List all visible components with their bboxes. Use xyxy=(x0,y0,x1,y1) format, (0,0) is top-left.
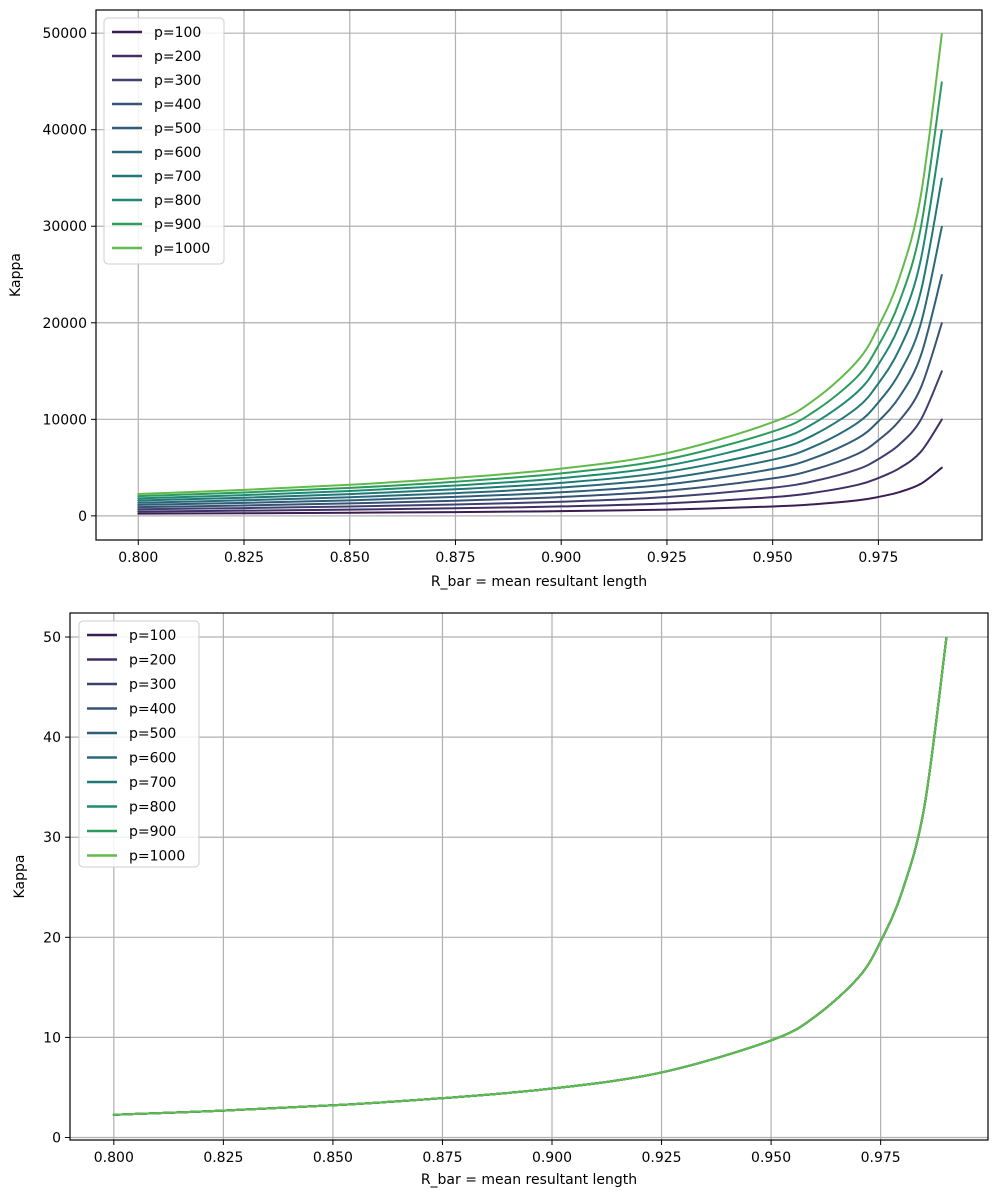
x-tick-label: 0.950 xyxy=(753,550,793,566)
y-tick-label: 20 xyxy=(43,930,61,946)
legend-label: p=400 xyxy=(154,97,201,113)
y-tick-label: 50 xyxy=(43,630,61,646)
x-tick-label: 0.850 xyxy=(330,550,370,566)
top-kappa-chart: 0.800 0.825 0.850 0.875 0.900 0.925 0.950 0.975… xyxy=(8,9,983,590)
x-tick-label: 0.800 xyxy=(118,550,158,566)
y-tick-label: 50000 xyxy=(42,26,87,42)
x-tick-label: 0.900 xyxy=(532,1150,572,1166)
y-axis-label: Kappa xyxy=(8,253,24,297)
x-tick-label: 0.875 xyxy=(422,1150,462,1166)
x-tick-label: 0.800 xyxy=(94,1150,134,1166)
legend-label: p=300 xyxy=(129,677,176,693)
y-tick-label: 20000 xyxy=(42,316,87,332)
series-line-p-300 xyxy=(137,370,943,511)
grid xyxy=(96,10,982,540)
y-axis-ticks: 0 10 20 30 40 50 xyxy=(43,630,70,1146)
legend-label: p=1000 xyxy=(129,849,185,865)
x-axis-label: R_bar = mean resultant length xyxy=(421,1172,637,1188)
legend-label: p=700 xyxy=(154,169,201,185)
x-tick-label: 0.925 xyxy=(647,550,687,566)
y-tick-label: 30 xyxy=(43,830,61,846)
series-line-p-1000 xyxy=(112,637,948,1116)
legend-label: p=500 xyxy=(154,121,201,137)
x-tick-label: 0.850 xyxy=(313,1150,353,1166)
x-tick-label: 0.875 xyxy=(435,550,475,566)
series-line-p-200 xyxy=(137,418,943,513)
x-tick-label: 0.975 xyxy=(858,550,898,566)
series-line-p-800 xyxy=(137,129,943,500)
grid xyxy=(70,613,988,1140)
legend-label: p=500 xyxy=(129,726,176,742)
x-tick-label: 0.825 xyxy=(203,1150,243,1166)
x-axis-ticks: 0.800 0.825 0.850 0.875 0.900 0.925 0.950 0.975 xyxy=(118,540,898,566)
y-tick-label: 10 xyxy=(43,1030,61,1046)
x-tick-label: 0.975 xyxy=(861,1150,901,1166)
y-tick-label: 0 xyxy=(52,1130,61,1146)
series-line-p-100 xyxy=(137,466,943,515)
legend: p=100 p=200 p=300 p=400 p=500 p=600 p=700 p=800… xyxy=(103,17,225,265)
legend-label: p=900 xyxy=(129,824,176,840)
legend-label: p=600 xyxy=(129,751,176,767)
legend-label: p=700 xyxy=(129,775,176,791)
legend-label: p=1000 xyxy=(154,241,210,257)
legend-label: p=100 xyxy=(129,628,176,644)
series-line-p-400 xyxy=(137,322,943,509)
legend-label: p=600 xyxy=(154,145,201,161)
plot-frame xyxy=(69,612,989,1141)
series-line-p-700 xyxy=(137,177,943,502)
legend-label: p=200 xyxy=(129,653,176,669)
y-tick-label: 40000 xyxy=(42,123,87,139)
series-line-p-600 xyxy=(137,225,943,504)
legend-label: p=800 xyxy=(129,800,176,816)
y-axis-label: Kappa xyxy=(12,855,28,899)
series-lines xyxy=(137,33,943,515)
legend-label: p=400 xyxy=(129,702,176,718)
y-tick-label: 40 xyxy=(43,730,61,746)
x-axis-ticks: 0.800 0.825 0.850 0.875 0.900 0.925 0.950 0.975 xyxy=(94,1140,901,1166)
x-tick-label: 0.825 xyxy=(224,550,264,566)
legend-label: p=300 xyxy=(154,73,201,89)
x-axis-label: R_bar = mean resultant length xyxy=(431,574,647,590)
series-line-p-1000 xyxy=(137,33,943,495)
legend-label: p=800 xyxy=(154,193,201,209)
y-tick-label: 0 xyxy=(78,509,87,525)
series-lines xyxy=(112,637,948,1116)
plot-frame xyxy=(95,9,983,541)
legend-label: p=200 xyxy=(154,49,201,65)
y-tick-label: 10000 xyxy=(42,412,87,428)
legend-label: p=900 xyxy=(154,217,201,233)
series-line-p-500 xyxy=(137,274,943,506)
x-tick-label: 0.950 xyxy=(751,1150,791,1166)
y-axis-ticks: 0 10000 20000 30000 40000 50000 xyxy=(42,26,96,525)
legend-label: p=100 xyxy=(154,25,201,41)
x-tick-label: 0.925 xyxy=(642,1150,682,1166)
series-line-p-900 xyxy=(137,81,943,498)
bottom-kappa-chart: 0.800 0.825 0.850 0.875 0.900 0.925 0.950 0.975… xyxy=(12,612,989,1188)
x-tick-label: 0.900 xyxy=(541,550,581,566)
y-tick-label: 30000 xyxy=(42,219,87,235)
legend: p=100 p=200 p=300 p=400 p=500 p=600 p=700 p=800… xyxy=(78,620,200,868)
